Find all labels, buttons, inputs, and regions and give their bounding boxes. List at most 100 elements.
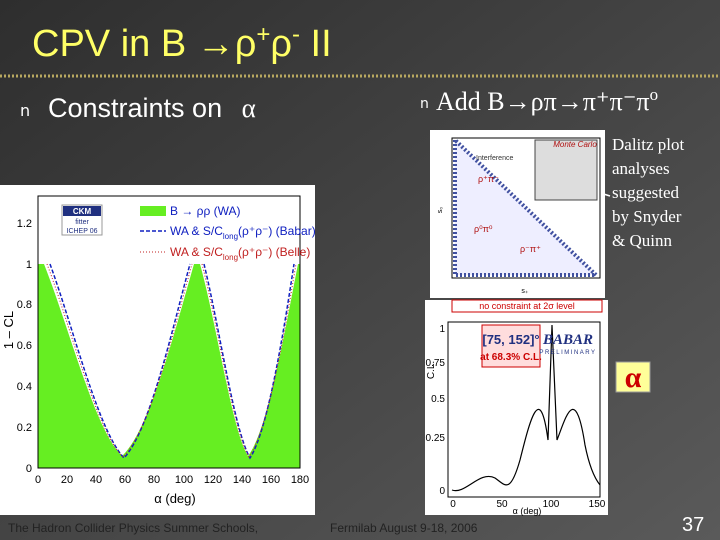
plot-label: ρ⁺π⁻ <box>478 174 499 184</box>
plot-frame <box>37 195 301 469</box>
y-tick-label: 0.5 <box>431 394 445 405</box>
dalitz-boundary <box>453 135 601 277</box>
legend-text: WA & S/C <box>170 245 223 259</box>
symbol: α <box>625 361 642 394</box>
x-ticks: 0 20 40 60 80 100 120 140 160 180 <box>35 474 309 486</box>
y-ticks: 0 0.2 0.4 0.6 0.8 1 1.2 <box>17 218 32 475</box>
y-tick-label: 0.25 <box>426 433 446 444</box>
interval-note: at 68.3% C.L. <box>480 352 542 363</box>
y-tick-label: 0.6 <box>17 340 32 352</box>
banner: no constraint at 2σ level <box>479 301 575 311</box>
slide-title: CPV in B →ρ+ρ- II <box>32 21 332 65</box>
title-sup: + <box>256 21 270 48</box>
y-tick-label: 0.75 <box>426 358 446 369</box>
inset <box>534 139 598 201</box>
legend-text: WA & S/C <box>170 224 223 238</box>
x-tick-label: 100 <box>175 474 193 486</box>
logo-band <box>63 206 101 216</box>
title-text: CPV in B <box>32 23 197 65</box>
y-tick-label: 0 <box>26 463 32 475</box>
plot-frame <box>451 137 601 279</box>
x-axis-label: α (deg) <box>513 506 542 516</box>
x-tick-label: 0 <box>35 474 41 486</box>
bullet: Constraints on α <box>48 93 256 123</box>
plot-label: ρ⁰π⁰ <box>474 224 493 234</box>
bullet-text: Add B→ρπ→π⁺π⁻π <box>436 87 650 116</box>
note-line: Dalitz plot <box>612 135 685 154</box>
bullet-marker: n <box>20 101 30 120</box>
x-tick-label: 50 <box>496 499 508 510</box>
plot-label: Monte Carlo <box>553 140 597 149</box>
x-tick-label: 100 <box>543 499 560 510</box>
plot-frame <box>447 321 601 498</box>
allowed-region <box>44 264 194 456</box>
belle-curve <box>46 263 297 458</box>
bullet-marker: n <box>420 96 429 112</box>
note-line: by Snyder <box>612 207 682 226</box>
title-sup: - <box>292 21 300 48</box>
plot-label: ρ⁻π⁺ <box>520 244 541 254</box>
y-tick-label: 0 <box>439 486 445 497</box>
y-axis-label: C.L. <box>426 361 437 379</box>
legend-label: WA & S/Clong(ρ⁺ρ⁻) (Belle) <box>170 245 310 262</box>
logo-text: fitter <box>75 219 89 226</box>
x-ticks: 0 50 100 150 <box>450 499 606 510</box>
y-tick-label: 1.2 <box>17 218 32 230</box>
x-tick-label: 160 <box>262 474 280 486</box>
y-tick-label: 0.8 <box>17 299 32 311</box>
legend-text: (ρ⁺ρ⁻) (Babar) <box>238 224 316 238</box>
y-ticks: 0 0.25 0.5 0.75 1 <box>426 324 446 497</box>
x-tick-label: 0 <box>450 499 456 510</box>
logo-text: ICHEP 06 <box>67 228 98 235</box>
legend-sub: long <box>223 253 238 262</box>
cl-curve <box>451 324 601 492</box>
interval-box <box>481 324 541 368</box>
legend-label: WA & S/Clong(ρ⁺ρ⁻) (Babar) <box>170 224 316 241</box>
x-tick-label: 20 <box>61 474 73 486</box>
bullet-symbol: α <box>242 93 256 123</box>
interval: [75, 152]° <box>482 332 539 347</box>
x-tick-label: 60 <box>119 474 131 486</box>
experiment: BABAR <box>542 332 593 348</box>
banner-box <box>451 299 603 313</box>
plot-label: Interference <box>476 155 513 162</box>
page-number: 37 <box>682 514 704 536</box>
note-line: suggested <box>612 183 680 202</box>
x-tick-label: 40 <box>90 474 102 486</box>
note-line: analyses <box>612 159 670 178</box>
dalitz-figure: Monte Carlo Interference ρ⁺π⁻ ρ⁰π⁰ ρ⁻π⁺ … <box>430 130 605 298</box>
bullet-text: Constraints on <box>48 93 230 123</box>
y-tick-label: 1 <box>439 324 445 335</box>
bullet-sup: o <box>650 85 659 104</box>
y-axis-label: s₀ <box>437 207 444 214</box>
legend-text: (ρ⁺ρ⁻) (Belle) <box>238 245 310 259</box>
footer-right: Fermilab August 9-18, 2006 <box>330 521 478 535</box>
legend-sub: long <box>223 232 238 241</box>
legend-label: B → ρρ (WA) <box>170 204 241 218</box>
x-tick-label: 140 <box>233 474 251 486</box>
footer-left: The Hadron Collider Physics Summer Schoo… <box>8 521 258 535</box>
allowed-region <box>200 264 298 456</box>
x-tick-label: 150 <box>589 499 606 510</box>
note: Dalitz plot analyses suggested by Snyder… <box>612 135 685 250</box>
title-end: II <box>300 23 332 65</box>
x-tick-label: 80 <box>148 474 160 486</box>
status: PRELIMINARY <box>539 350 596 356</box>
y-tick-label: 1 <box>26 259 32 271</box>
x-tick-label: 120 <box>204 474 222 486</box>
y-tick-label: 0.2 <box>17 422 32 434</box>
right-figure: no constraint at 2σ level [75, 152]° at … <box>425 299 651 516</box>
symbol-box <box>615 361 651 393</box>
x-axis-label: α (deg) <box>154 491 195 506</box>
babar-curve <box>49 263 295 460</box>
legend-swatch <box>140 206 166 216</box>
y-axis-label: 1 – CL <box>1 311 16 349</box>
bullet: Add B→ρπ→π⁺π⁻πo <box>436 85 658 116</box>
left-figure: 0 0.2 0.4 0.6 0.8 1 1.2 0 20 40 60 80 10… <box>0 185 316 515</box>
logo-text: CKM <box>73 207 92 216</box>
title-arrow: →ρ <box>197 23 257 65</box>
y-tick-label: 0.4 <box>17 381 32 393</box>
title-rho: ρ <box>270 23 292 65</box>
x-tick-label: 180 <box>291 474 309 486</box>
